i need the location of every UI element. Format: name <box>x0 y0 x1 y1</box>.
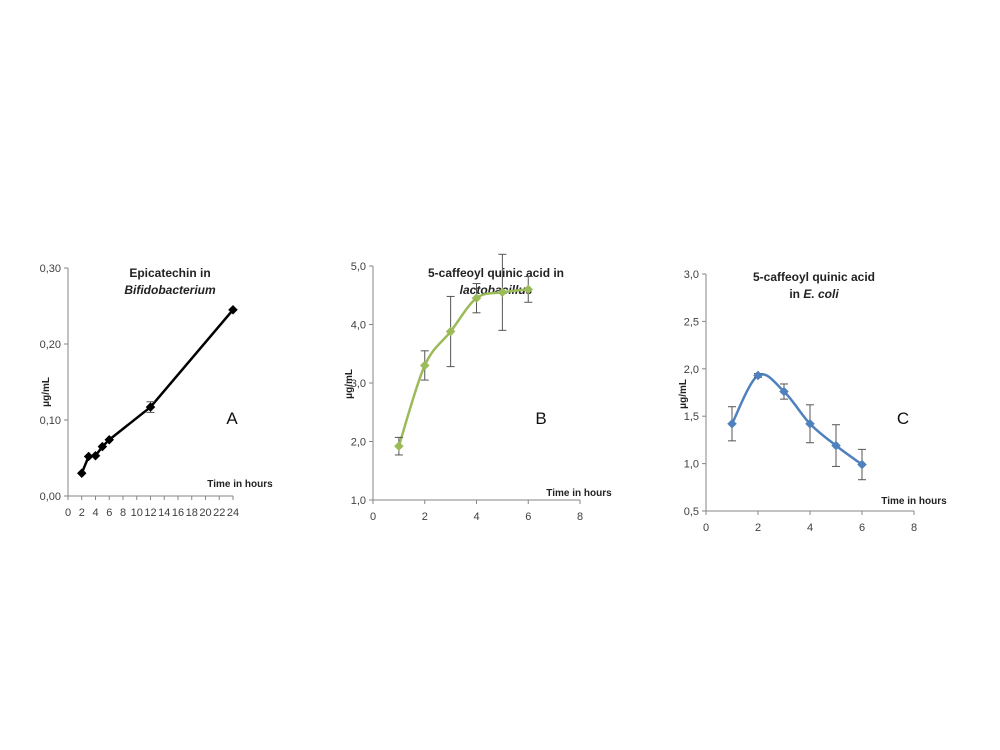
chart-a-x-tick-label: 20 <box>199 507 211 519</box>
chart-a-marks <box>76 304 238 479</box>
chart-a-x-tick-label: 24 <box>227 507 239 519</box>
chart-a-x-tick-label: 2 <box>79 507 85 519</box>
chart-b-data-point <box>445 326 456 337</box>
chart-a-title-line2: Bifidobacterium <box>124 283 216 297</box>
chart-c-y-tick-label: 2,0 <box>684 364 699 376</box>
chart-a-x-tick-label: 14 <box>158 507 170 519</box>
chart-a-x-tick-label: 6 <box>106 507 112 519</box>
chart-c-panel-letter: C <box>897 409 909 428</box>
chart-b-marks <box>394 253 534 456</box>
chart-c-x-tick-label: 4 <box>807 522 813 534</box>
chart-a-x-axis-title: Time in hours <box>207 479 273 490</box>
chart-b-title-line1: 5-caffeoyl quinic acid in <box>428 266 564 280</box>
chart-c-x-tick-label: 0 <box>703 522 709 534</box>
chart-c-x-axis-title: Time in hours <box>881 496 947 507</box>
chart-a-x-tick-label: 18 <box>186 507 198 519</box>
chart-a-y-tick-label: 0,30 <box>40 263 61 275</box>
chart-panel-b: 5-caffeoyl quinic acid in lactobacillus … <box>344 253 612 523</box>
chart-c-title-line2-prefix: in <box>789 287 803 301</box>
chart-b-panel-letter: B <box>535 409 546 428</box>
chart-b-x-tick-label: 8 <box>577 511 583 523</box>
chart-c-y-tick-label: 0,5 <box>684 506 699 518</box>
chart-c-x-tick-label: 8 <box>911 522 917 534</box>
chart-a-axes: 0,000,100,200,300 2 4 6 8 10 12 14 16 18 20 22 24 <box>40 263 240 519</box>
chart-b-y-tick-label: 1,0 <box>351 495 366 507</box>
chart-c-x-tick-label: 6 <box>859 522 865 534</box>
chart-c-y-tick-label: 1,0 <box>684 459 699 471</box>
chart-c-y-tick-label: 1,5 <box>684 411 699 423</box>
chart-a-data-point <box>228 304 238 315</box>
chart-b-y-tick-label: 5,0 <box>351 261 366 273</box>
chart-c-y-tick-label: 3,0 <box>684 269 699 281</box>
chart-b-data-point <box>419 360 430 371</box>
chart-a-y-tick-label: 0,20 <box>40 339 61 351</box>
chart-b-x-axis-title: Time in hours <box>546 488 612 499</box>
chart-c-x-tick-label: 2 <box>755 522 761 534</box>
chart-panel-a: Epicatechin in Bifidobacterium μg/mL Tim… <box>40 263 274 519</box>
chart-a-x-tick-label: 22 <box>213 507 225 519</box>
chart-a-x-tick-label: 12 <box>144 507 156 519</box>
chart-c-data-point <box>779 386 789 397</box>
chart-c-y-axis-title: μg/mL <box>678 379 689 409</box>
chart-b-x-tick-label: 0 <box>370 511 376 523</box>
chart-c-marks <box>727 370 867 481</box>
chart-a-panel-letter: A <box>226 409 238 428</box>
chart-b-x-tick-label: 6 <box>525 511 531 523</box>
chart-b-y-tick-label: 2,0 <box>351 437 366 449</box>
chart-a-title-line1: Epicatechin in <box>129 266 210 280</box>
chart-a-data-point <box>145 402 156 412</box>
chart-a-data-point <box>90 450 101 461</box>
chart-c-data-point <box>831 440 841 451</box>
chart-a-x-tick-label: 8 <box>120 507 126 519</box>
chart-b-data-point <box>394 441 404 452</box>
chart-a-y-axis-title: μg/mL <box>41 377 52 407</box>
chart-c-title-line2-species: E. coli <box>803 287 839 301</box>
chart-b-y-axis-title: μg/mL <box>344 369 355 399</box>
chart-c-data-point <box>805 418 815 429</box>
chart-c-axes: 0,5 1,0 1,5 2,0 2,5 3,0 0 2 4 6 8 <box>684 269 917 534</box>
chart-a-x-tick-label: 16 <box>172 507 184 519</box>
chart-a-data-point <box>104 434 115 445</box>
chart-c-data-point <box>753 370 763 381</box>
chart-a-x-tick-label: 10 <box>131 507 143 519</box>
chart-c-y-tick-label: 2,5 <box>684 316 699 328</box>
chart-c-data-point <box>857 459 867 470</box>
chart-b-y-tick-label: 4,0 <box>351 320 366 332</box>
chart-b-title-line2: lactobacillus <box>460 283 533 297</box>
chart-a-x-tick-label: 4 <box>92 507 98 519</box>
chart-b-data-point <box>523 284 534 295</box>
chart-a-x-tick-label: 0 <box>65 507 71 519</box>
chart-b-data-point <box>471 293 482 304</box>
chart-b-x-tick-label: 4 <box>473 511 479 523</box>
chart-a-data-point <box>97 441 108 452</box>
chart-panel-c: 5-caffeoyl quinic acid in E. coli μg/mL … <box>678 269 947 534</box>
chart-a-y-tick-label: 0,10 <box>40 415 61 427</box>
chart-c-title-line2: in E. coli <box>789 287 839 301</box>
chart-a-data-point <box>76 468 87 479</box>
chart-c-title-line1: 5-caffeoyl quinic acid <box>753 270 875 284</box>
chart-b-data-point <box>497 287 508 298</box>
chart-a-y-tick-label: 0,00 <box>40 491 61 503</box>
chart-b-axes: 1,0 2,0 3,0 4,0 5,0 0 2 4 6 8 <box>351 261 583 523</box>
chart-b-y-tick-label: 3,0 <box>351 378 366 390</box>
chart-c-data-point <box>727 418 737 429</box>
chart-b-x-tick-label: 2 <box>422 511 428 523</box>
